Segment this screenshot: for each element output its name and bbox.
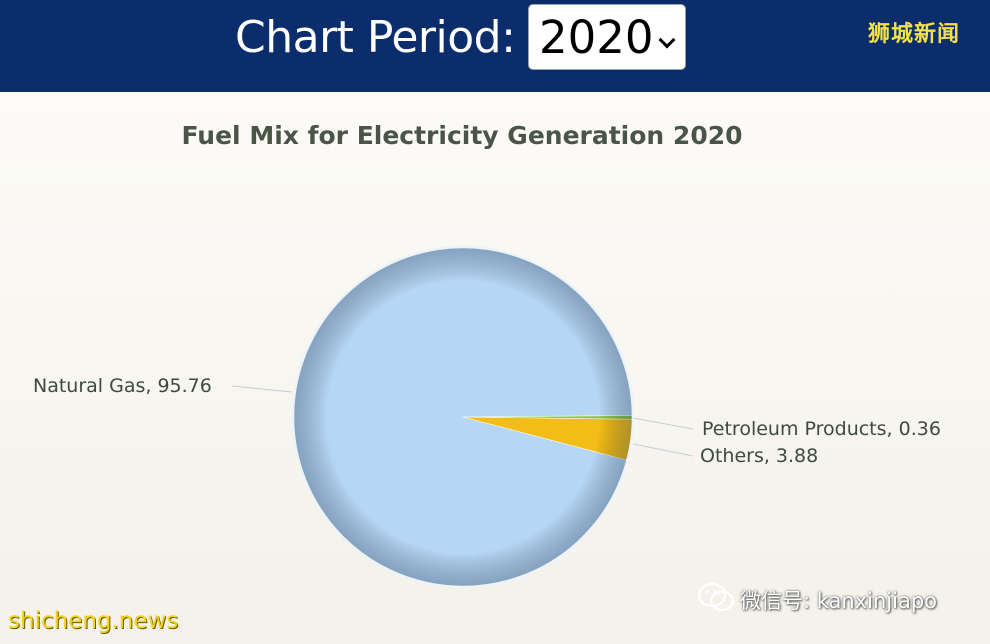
label-connector [231,385,293,393]
chart-period-value: 2020 [539,11,654,64]
label-connector [632,443,694,457]
data-label-petroleum-products: Petroleum Products, 0.36 [702,418,941,440]
wechat-icon [697,582,735,612]
data-label-natural-gas: Natural Gas, 95.76 [33,375,212,397]
data-label-others: Others, 3.88 [700,445,818,467]
watermark-wechat-id: 微信号: kanxinjiapo [740,589,938,613]
chart-title: Fuel Mix for Electricity Generation 2020 [181,121,743,150]
brand-logo-text: 狮城新闻 [868,22,961,47]
watermark-site: shicheng.news [8,608,179,634]
chart-period-select[interactable]: 2020 [528,4,686,70]
chart-period-label: Chart Period: [235,12,516,63]
label-connector [632,417,694,430]
header-bar: Chart Period: 2020 狮城新闻 [0,0,990,92]
